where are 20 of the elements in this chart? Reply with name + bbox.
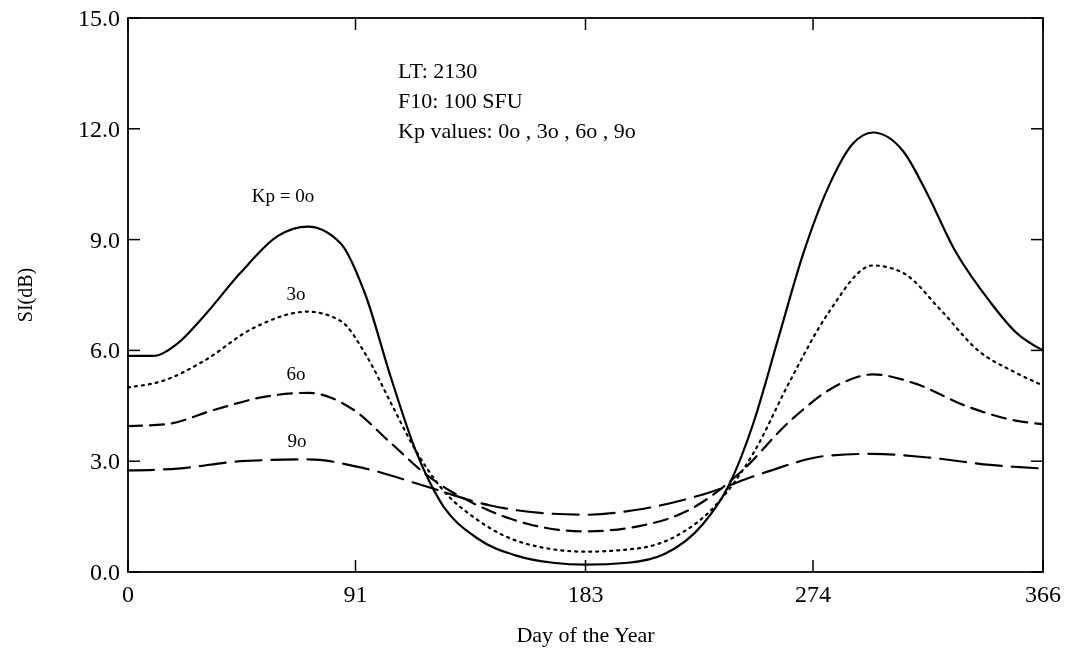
y-tick-label: 12.0 <box>78 115 120 142</box>
y-axis-title: SI(dB) <box>14 267 37 323</box>
x-tick-label: 366 <box>1025 581 1061 607</box>
annotation: 9o <box>287 430 307 451</box>
annotation: LT: 2130 <box>398 58 478 83</box>
y-tick-label: 15.0 <box>78 5 120 31</box>
x-axis-title: Day of the Year <box>516 622 656 647</box>
y-tick-label: 0.0 <box>90 559 120 585</box>
y-tick-label: 9.0 <box>90 226 120 253</box>
x-tick-label: 274 <box>795 581 831 607</box>
y-tick-label: 3.0 <box>90 448 120 475</box>
annotation: 6o <box>286 363 306 384</box>
annotation: Kp = 0o <box>251 185 315 206</box>
annotation: 3o <box>286 283 306 304</box>
y-tick-label: 6.0 <box>90 337 120 364</box>
x-tick-label: 0 <box>122 581 134 607</box>
x-tick-label: 183 <box>567 581 604 607</box>
annotation: Kp values: 0o , 3o , 6o , 9o <box>398 118 636 143</box>
x-tick-label: 91 <box>343 581 368 607</box>
annotation: F10: 100 SFU <box>398 88 523 113</box>
